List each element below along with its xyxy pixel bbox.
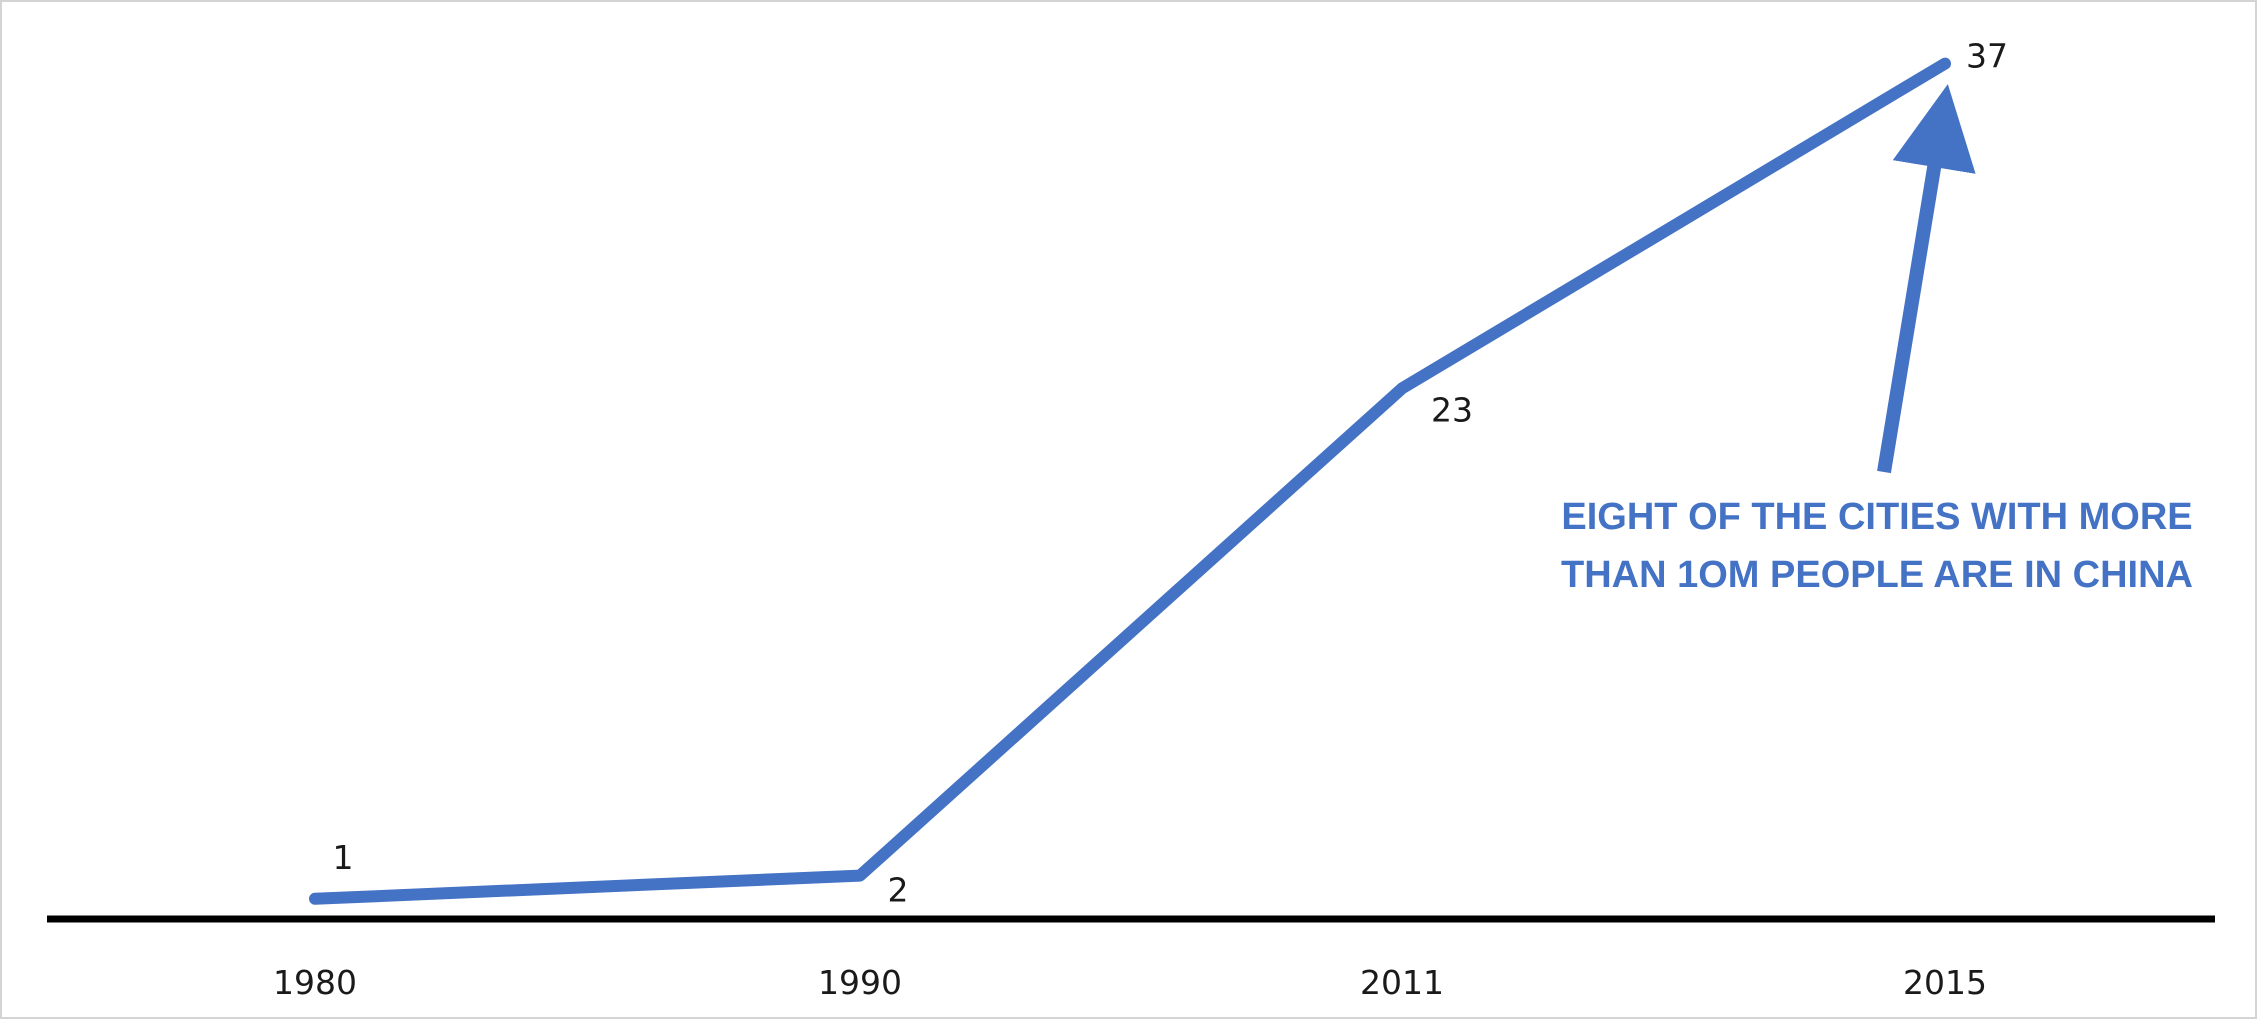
- x-tick-label-1990: 1990: [818, 963, 902, 1002]
- annotation-line-1: EIGHT OF THE CITIES WITH MORE: [1561, 496, 2193, 538]
- x-tick-labels: 1980 1990 2011 2015: [273, 963, 1987, 1002]
- x-tick-label-1980: 1980: [273, 963, 357, 1002]
- data-label-2015: 37: [1966, 37, 2008, 76]
- annotation-line-2: THAN 1OM PEOPLE ARE IN CHINA: [1561, 554, 2193, 596]
- x-tick-label-2015: 2015: [1903, 963, 1987, 1002]
- data-label-2011: 23: [1431, 390, 1473, 429]
- series-line: [309, 57, 1951, 905]
- data-labels: 1 2 23 37: [333, 37, 2009, 910]
- x-tick-label-2011: 2011: [1360, 963, 1444, 1002]
- data-label-1980: 1: [333, 838, 354, 877]
- annotation-arrow: [1877, 84, 1976, 474]
- data-label-1990: 2: [888, 871, 909, 910]
- annotation-text: EIGHT OF THE CITIES WITH MORE THAN 1OM P…: [1507, 488, 2247, 604]
